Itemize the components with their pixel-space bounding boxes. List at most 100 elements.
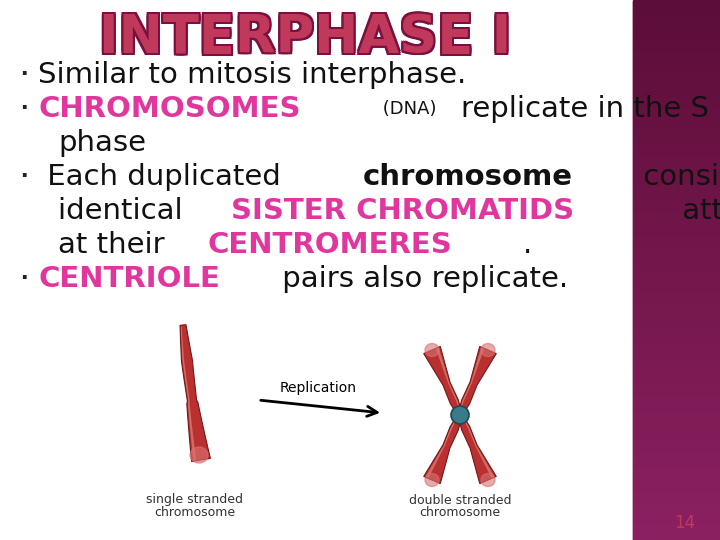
Bar <box>633 270 720 272</box>
Bar <box>633 531 720 532</box>
Bar <box>633 466 720 468</box>
Bar <box>633 517 720 518</box>
Bar <box>633 291 720 293</box>
Bar <box>633 537 720 538</box>
Bar <box>633 40 720 42</box>
Bar <box>633 250 720 252</box>
Bar <box>633 532 720 534</box>
Bar <box>633 100 720 102</box>
Bar <box>633 524 720 525</box>
Bar <box>633 347 720 348</box>
Ellipse shape <box>481 343 495 356</box>
Bar <box>633 225 720 226</box>
Bar <box>633 155 720 157</box>
Text: (DNA): (DNA) <box>377 100 442 118</box>
Bar <box>633 227 720 228</box>
Bar <box>633 54 720 56</box>
Bar <box>633 134 720 136</box>
Bar <box>633 487 720 489</box>
Bar <box>633 443 720 444</box>
Bar <box>633 213 720 214</box>
Bar <box>633 301 720 302</box>
Bar <box>633 96 720 98</box>
Bar <box>633 111 720 112</box>
Text: ·: · <box>18 262 30 296</box>
Bar <box>633 335 720 336</box>
Bar <box>633 187 720 188</box>
Bar <box>633 260 720 261</box>
Bar <box>633 536 720 537</box>
Text: INTERPHASE I: INTERPHASE I <box>97 14 509 66</box>
Bar <box>633 262 720 264</box>
Bar <box>633 90 720 91</box>
Bar <box>633 396 720 397</box>
Bar <box>633 44 720 45</box>
Bar <box>633 35 720 37</box>
Bar <box>633 314 720 315</box>
Bar <box>633 183 720 185</box>
Bar <box>633 174 720 176</box>
Bar <box>633 303 720 305</box>
Bar <box>633 520 720 522</box>
Bar <box>633 508 720 510</box>
Bar <box>633 437 720 438</box>
Bar <box>633 479 720 481</box>
Bar <box>633 280 720 281</box>
Bar <box>633 444 720 446</box>
Bar <box>633 312 720 314</box>
Bar <box>633 397 720 399</box>
Bar <box>633 80 720 82</box>
Bar <box>633 30 720 31</box>
Bar <box>633 348 720 349</box>
Bar <box>633 448 720 449</box>
Bar <box>633 58 720 59</box>
Bar <box>633 265 720 267</box>
Bar <box>633 2 720 3</box>
Text: single stranded: single stranded <box>146 494 243 507</box>
Bar <box>633 115 720 117</box>
Bar <box>633 353 720 354</box>
Bar <box>633 311 720 313</box>
Bar <box>633 468 720 469</box>
Text: INTERPHASE I: INTERPHASE I <box>97 10 509 62</box>
Bar <box>633 107 720 109</box>
Bar <box>633 418 720 420</box>
Bar <box>633 45 720 46</box>
Bar <box>633 255 720 256</box>
Bar <box>633 135 720 137</box>
Bar <box>633 26 720 28</box>
Bar <box>633 114 720 116</box>
Bar <box>633 82 720 84</box>
Bar <box>633 266 720 267</box>
Bar <box>633 106 720 107</box>
Polygon shape <box>459 347 485 415</box>
Bar <box>633 245 720 246</box>
Bar <box>633 395 720 396</box>
Bar <box>633 3 720 4</box>
Bar <box>633 19 720 21</box>
Bar <box>633 339 720 341</box>
Bar <box>633 352 720 354</box>
Bar <box>633 384 720 386</box>
Bar <box>633 281 720 282</box>
Bar <box>633 299 720 300</box>
Bar <box>633 101 720 103</box>
Bar <box>633 55 720 57</box>
Bar <box>633 248 720 249</box>
Bar <box>633 393 720 395</box>
Bar <box>633 451 720 453</box>
Bar <box>633 240 720 241</box>
Bar <box>633 204 720 206</box>
Bar <box>633 65 720 66</box>
Bar <box>633 252 720 253</box>
Ellipse shape <box>190 447 208 463</box>
Text: INTERPHASE I: INTERPHASE I <box>99 14 511 66</box>
Bar <box>633 421 720 422</box>
Bar <box>633 122 720 124</box>
Bar <box>633 504 720 505</box>
Bar <box>633 179 720 180</box>
Bar <box>633 74 720 76</box>
Bar <box>633 36 720 37</box>
Bar <box>633 407 720 408</box>
Bar <box>633 284 720 286</box>
